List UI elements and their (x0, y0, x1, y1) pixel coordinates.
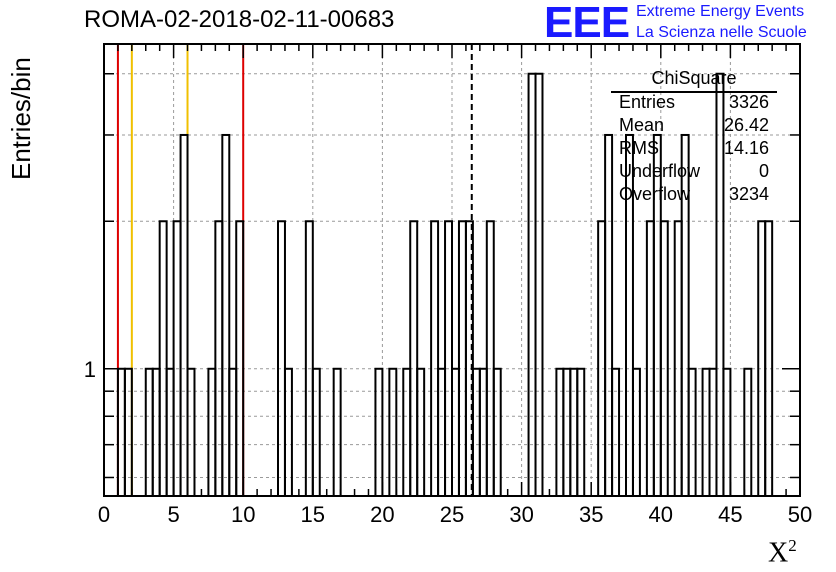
histogram-bin (645, 220, 655, 497)
histogram-bin (437, 367, 447, 497)
histogram-bin (576, 367, 586, 497)
histogram-bin (214, 220, 224, 497)
x-tick-label: 40 (649, 502, 673, 527)
logo-line-2: La Scienza nelle Scuole (636, 24, 807, 41)
stats-value: 0 (758, 161, 769, 181)
histogram-bin (374, 367, 384, 497)
tick-labels: 0 5 10 15 20 25 30 35 40 45 50 1 (84, 357, 812, 527)
histogram-bin (478, 367, 488, 497)
eee-logo: EEE Extreme Energy Events La Scienza nel… (544, 1, 834, 45)
histogram-bin (485, 220, 495, 497)
stats-key: Overflow (619, 184, 691, 204)
x-tick-label: 30 (509, 502, 533, 527)
histogram-bin (708, 367, 718, 497)
stats-row-rms: RMS 14.16 (619, 138, 769, 161)
histogram-bin (492, 367, 502, 497)
histogram-bin (457, 220, 467, 497)
histogram-bin (444, 220, 454, 497)
histogram-bin (235, 220, 245, 497)
histogram-bin (722, 367, 732, 497)
stats-value: 3326 (728, 92, 769, 112)
x-tick-label: 25 (440, 502, 464, 527)
histogram-bin (283, 367, 293, 497)
histogram-bin (743, 367, 753, 497)
histogram-bin (172, 220, 182, 497)
histogram-bin (430, 220, 440, 497)
histogram-bin (562, 367, 572, 497)
x-tick-label: 20 (370, 502, 394, 527)
histogram-bin (687, 367, 697, 497)
histogram-bin (304, 220, 314, 497)
histogram-bin (123, 367, 133, 497)
stats-value: 14.16 (723, 138, 769, 158)
stats-row-overflow: Overflow 3234 (619, 184, 769, 207)
histogram-bin (151, 367, 161, 497)
histogram-bin (388, 367, 398, 497)
stats-row-entries: Entries 3326 (619, 92, 769, 115)
histogram-bin (402, 367, 412, 497)
stats-value: 3234 (728, 184, 769, 204)
stats-row-mean: Mean 26.42 (619, 115, 769, 138)
histogram-bin (631, 367, 641, 497)
stats-key: Underflow (619, 161, 701, 181)
histogram-bin (659, 220, 669, 497)
stats-box: ChiSquare Entries 3326 Mean 26.42 RMS 14… (611, 68, 777, 208)
histogram-bin (597, 220, 607, 497)
histogram-bin (277, 220, 286, 497)
histogram-bin (228, 367, 238, 497)
x-tick-label: 0 (98, 502, 110, 527)
x-axis-label-superscript: 2 (788, 536, 797, 555)
histogram-bin (416, 367, 426, 497)
plot-frame (103, 43, 801, 497)
histogram-bin (179, 133, 189, 498)
histogram-bin (555, 367, 565, 497)
histogram-bin (673, 220, 683, 497)
histogram-bin (144, 367, 154, 497)
y-tick-label: 1 (84, 357, 96, 382)
x-axis-label-base: X (768, 537, 789, 569)
histogram-bin (527, 72, 537, 497)
y-axis-label: Entries/bin (6, 57, 36, 180)
histogram-bin (451, 367, 460, 497)
histogram-bin (409, 220, 419, 497)
x-tick-label: 35 (579, 502, 603, 527)
histogram-bin (611, 367, 621, 497)
stats-value: 26.42 (723, 115, 769, 135)
histogram-bin (311, 367, 321, 497)
x-tick-label: 10 (231, 502, 255, 527)
histogram-bin (569, 367, 579, 497)
x-axis-label: X2 (768, 536, 797, 569)
x-tick-label: 45 (718, 502, 742, 527)
stats-title: ChiSquare (651, 68, 737, 88)
stats-divider (611, 91, 777, 93)
logo-line-1: Extreme Energy Events (636, 3, 805, 20)
x-tick-label: 5 (167, 502, 179, 527)
x-tick-label: 15 (301, 502, 325, 527)
histogram-bin (165, 367, 175, 497)
histogram-bin (186, 367, 196, 497)
histogram-bin (764, 220, 774, 497)
stats-key: Mean (619, 115, 665, 135)
logo-mark: EEE (544, 0, 630, 47)
histogram-bin (158, 220, 168, 497)
stats-key: Entries (619, 92, 676, 112)
histogram-bin (221, 133, 231, 498)
histogram-bin (207, 367, 217, 497)
histogram-bin (534, 72, 544, 497)
x-tick-label: 50 (788, 502, 812, 527)
histogram-bin (757, 220, 767, 497)
histogram-bin (471, 367, 481, 497)
histogram-bin (116, 367, 126, 497)
stats-key: RMS (619, 138, 659, 158)
stats-row-underflow: Underflow 0 (619, 161, 769, 184)
histogram-bin (701, 367, 711, 497)
chart-title: ROMA-02-2018-02-11-00683 (84, 6, 395, 33)
histogram-bin (332, 367, 342, 497)
